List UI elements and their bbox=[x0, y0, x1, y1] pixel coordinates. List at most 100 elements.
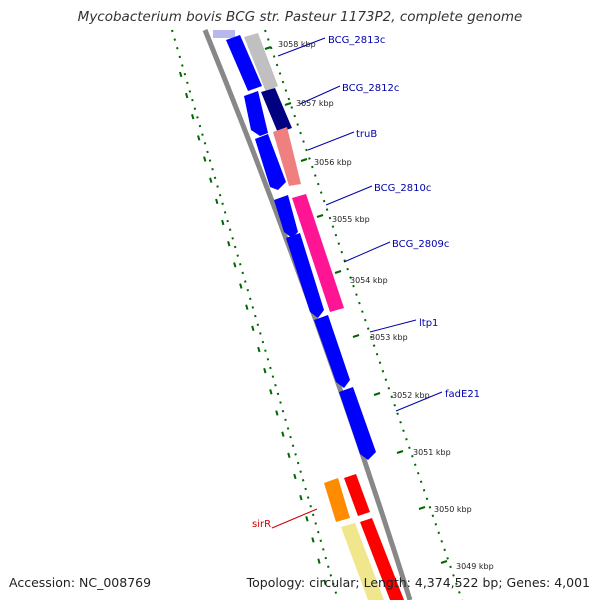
guide-dot bbox=[276, 392, 280, 396]
guide-dot bbox=[340, 250, 344, 254]
guide-dot bbox=[425, 497, 429, 501]
gene-khaki bbox=[341, 523, 384, 600]
guide-dot bbox=[197, 135, 201, 141]
guide-dot bbox=[291, 444, 295, 447]
guide-dot bbox=[269, 366, 272, 370]
guide-dot bbox=[299, 494, 303, 501]
guide-dot bbox=[196, 116, 199, 119]
gene-label-ltp1[interactable]: ltp1 bbox=[419, 318, 438, 329]
guide-dot bbox=[272, 55, 276, 58]
kbp-tick bbox=[440, 560, 448, 564]
guide-dot bbox=[281, 409, 285, 413]
guide-dot bbox=[364, 318, 367, 322]
guide-dot bbox=[249, 297, 252, 301]
guide-dot bbox=[215, 198, 219, 205]
guide-dot bbox=[254, 314, 257, 318]
guide-dot bbox=[402, 429, 405, 433]
gene-label-truB[interactable]: truB bbox=[356, 129, 377, 140]
guide-dot bbox=[231, 237, 234, 240]
guide-dot bbox=[281, 80, 285, 84]
gene-label-BCG_2813c[interactable]: BCG_2813c bbox=[328, 35, 385, 46]
label-connector-BCG_2812c bbox=[299, 85, 341, 105]
guide-dot bbox=[443, 548, 446, 552]
guide-dot bbox=[206, 150, 209, 154]
cds-arrow bbox=[286, 233, 324, 318]
guide-dot bbox=[384, 378, 388, 381]
guide-dot bbox=[316, 182, 320, 186]
guide-dot bbox=[203, 142, 207, 145]
gene-label-BCG_2810c[interactable]: BCG_2810c bbox=[374, 183, 431, 194]
guide-dot bbox=[322, 548, 325, 551]
guide-dot bbox=[355, 293, 358, 296]
guide-dot bbox=[337, 242, 341, 245]
guide-dot bbox=[396, 412, 399, 416]
guide-dot bbox=[422, 489, 426, 492]
guide-dot bbox=[178, 55, 182, 59]
guide-dot bbox=[332, 582, 335, 586]
guide-dot bbox=[233, 245, 237, 249]
guide-dot bbox=[171, 29, 174, 33]
cds-arrow bbox=[339, 387, 376, 460]
guide-dot bbox=[437, 531, 441, 535]
guide-dot bbox=[299, 470, 302, 473]
guide-dot bbox=[408, 446, 411, 450]
guide-dot bbox=[287, 452, 291, 459]
gene-BCG_2810c bbox=[292, 194, 344, 312]
cds-arrow bbox=[244, 91, 268, 136]
cds-arrow bbox=[226, 35, 262, 91]
guide-dot bbox=[257, 346, 261, 353]
guide-dot bbox=[405, 437, 408, 441]
guide-dot bbox=[261, 340, 265, 344]
guide-dot bbox=[334, 591, 338, 594]
guide-dot bbox=[428, 506, 432, 509]
guide-dot bbox=[213, 176, 217, 180]
guide-dot bbox=[233, 262, 237, 268]
guide-dot bbox=[241, 271, 244, 275]
kbp-3050-label: 3050 kbp bbox=[434, 505, 472, 514]
guide-dot bbox=[349, 276, 352, 279]
guide-dot bbox=[274, 384, 277, 387]
guide-dot bbox=[431, 514, 435, 518]
guide-dot bbox=[188, 90, 192, 93]
guide-dot bbox=[322, 199, 326, 203]
kbp-3055-label: 3055 kbp bbox=[332, 215, 370, 224]
gene-label-fadE21[interactable]: fadE21 bbox=[445, 389, 480, 400]
genome-backbone bbox=[202, 29, 413, 600]
guide-dot bbox=[251, 325, 255, 332]
guide-dot bbox=[372, 344, 376, 347]
guide-dot bbox=[328, 216, 332, 220]
guide-dot bbox=[245, 304, 249, 310]
gene-label-sirR[interactable]: sirR bbox=[252, 519, 271, 530]
dotted-guide-lines bbox=[171, 29, 464, 600]
guide-dot bbox=[311, 513, 315, 517]
label-connector-fadE21 bbox=[395, 391, 443, 412]
guide-dot bbox=[239, 283, 243, 289]
guide-dot bbox=[455, 582, 458, 586]
accession-label: Accession: NC_008769 bbox=[9, 575, 152, 590]
kbp-3051-label: 3051 kbp bbox=[413, 448, 451, 457]
guide-dot bbox=[181, 64, 184, 67]
guide-dot bbox=[331, 225, 335, 228]
kbp-tick bbox=[300, 158, 308, 162]
kbp-tick bbox=[334, 270, 342, 274]
guide-dot bbox=[305, 148, 308, 152]
kbp-tick bbox=[418, 506, 426, 510]
label-connector-ltp1 bbox=[369, 319, 417, 333]
guide-dot bbox=[375, 352, 379, 356]
guide-dot bbox=[191, 98, 194, 102]
guide-dot bbox=[208, 159, 212, 162]
gene-sirR bbox=[324, 478, 350, 522]
guide-dot bbox=[390, 395, 394, 398]
guide-dot bbox=[264, 29, 267, 33]
guide-dot bbox=[325, 208, 329, 211]
guide-dot bbox=[266, 358, 270, 361]
guide-dot bbox=[324, 556, 328, 560]
gene-label-BCG_2812c[interactable]: BCG_2812c bbox=[342, 83, 399, 94]
cds-arrow bbox=[255, 134, 286, 190]
guide-dot bbox=[306, 496, 310, 499]
guide-dot bbox=[236, 254, 239, 257]
guide-dot bbox=[228, 228, 232, 231]
gene-red-1 bbox=[344, 474, 370, 516]
gene-label-BCG_2809c[interactable]: BCG_2809c bbox=[392, 239, 449, 250]
guide-dot bbox=[301, 479, 305, 482]
